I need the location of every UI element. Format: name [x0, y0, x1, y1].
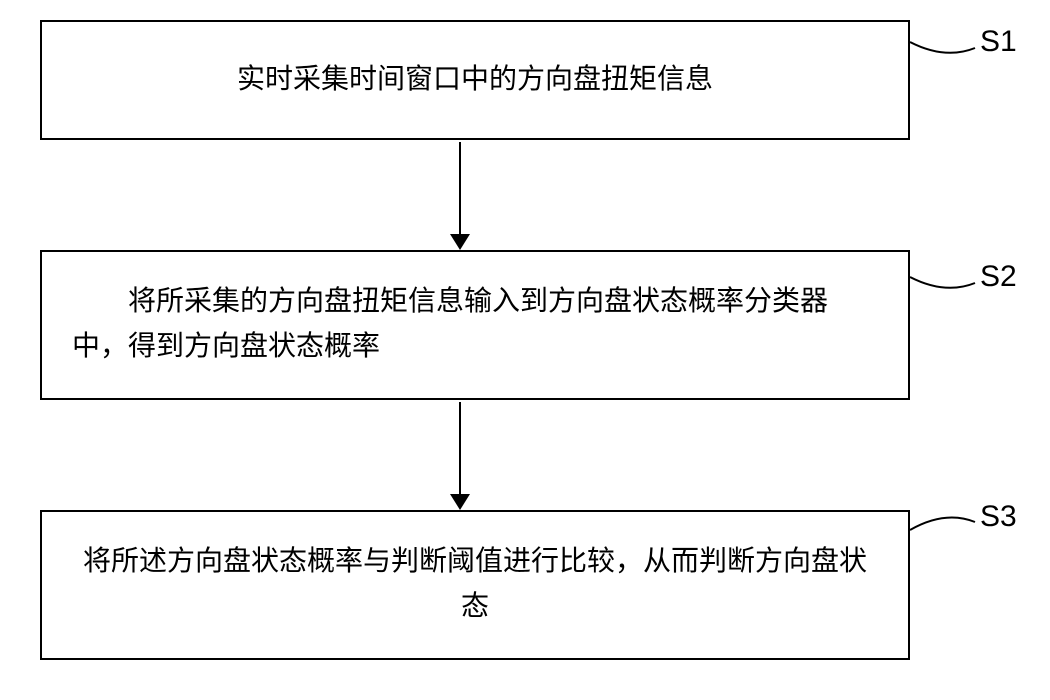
step-label-s2: S2: [980, 260, 1017, 294]
step-label-s1: S1: [980, 25, 1017, 59]
step-label-s3: S3: [980, 500, 1017, 534]
arrow-head-s2-s3: [450, 494, 470, 510]
flow-step-s2: 将所采集的方向盘扭矩信息输入到方向盘状态概率分类器中，得到方向盘状态概率: [40, 250, 910, 400]
arrow-s2-s3: [459, 402, 461, 496]
connector-curve-s3: [910, 505, 980, 535]
flow-step-s1-text: 实时采集时间窗口中的方向盘扭矩信息: [72, 58, 878, 103]
flow-step-s3: 将所述方向盘状态概率与判断阈值进行比较，从而判断方向盘状态: [40, 510, 910, 660]
flow-step-s1: 实时采集时间窗口中的方向盘扭矩信息: [40, 20, 910, 140]
connector-curve-s1: [910, 30, 980, 60]
connector-curve-s2: [910, 265, 980, 295]
flow-step-s2-text: 将所采集的方向盘扭矩信息输入到方向盘状态概率分类器中，得到方向盘状态概率: [72, 280, 878, 370]
arrow-head-s1-s2: [450, 234, 470, 250]
flowchart-canvas: 实时采集时间窗口中的方向盘扭矩信息 S1 将所采集的方向盘扭矩信息输入到方向盘状…: [0, 0, 1050, 700]
arrow-s1-s2: [459, 142, 461, 236]
flow-step-s3-text: 将所述方向盘状态概率与判断阈值进行比较，从而判断方向盘状态: [72, 540, 878, 630]
